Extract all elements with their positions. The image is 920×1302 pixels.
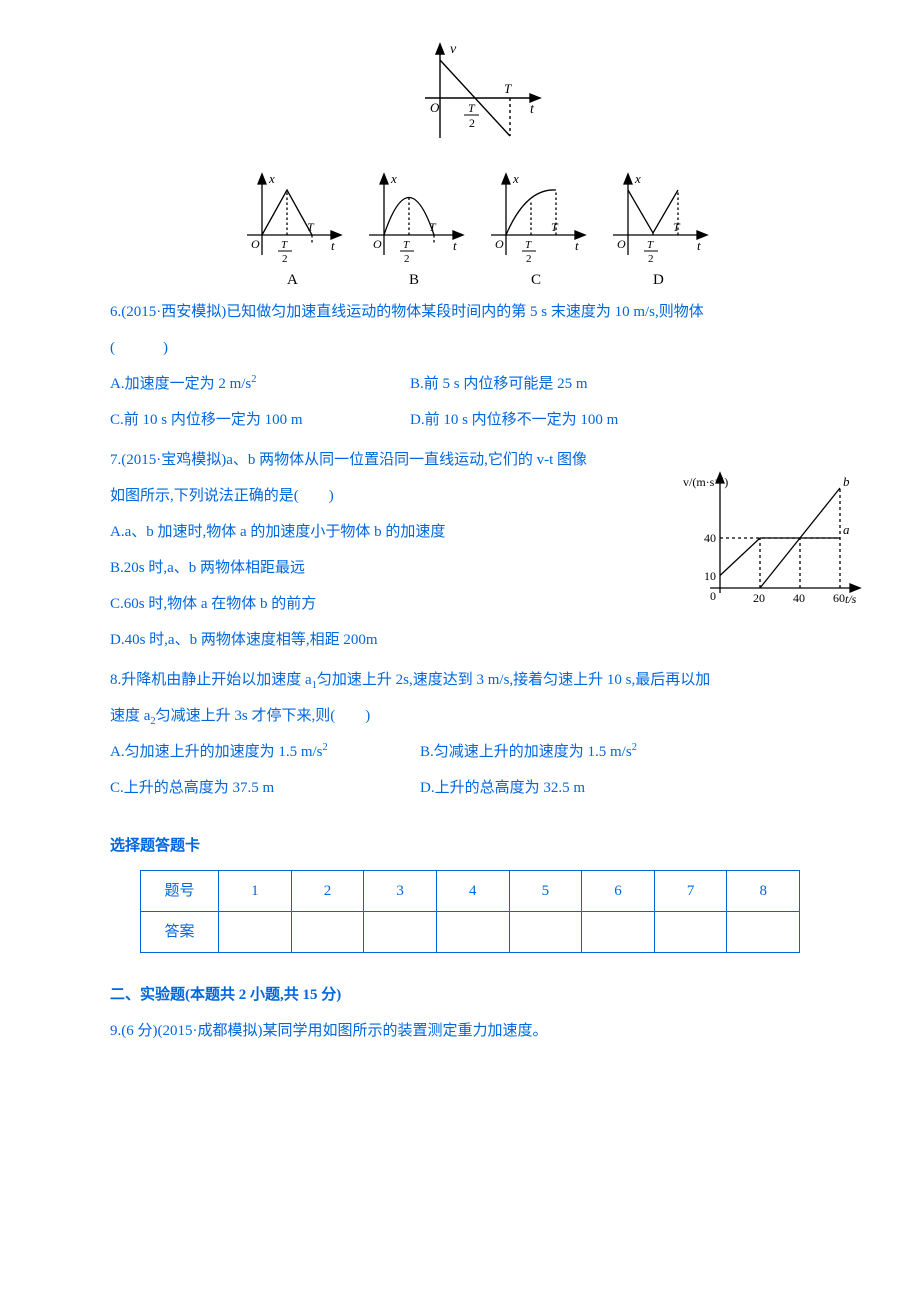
svg-text:t: t: [697, 238, 701, 253]
svg-text:10: 10: [704, 569, 716, 583]
q8-opt-b: B.匀减速上升的加速度为 1.5 m/s2: [420, 734, 667, 770]
col-5: 5: [509, 871, 582, 912]
svg-text:T: T: [307, 220, 315, 234]
svg-text:2: 2: [526, 253, 532, 265]
q8-prompt-line2: 速度 a2匀减速上升 3s 才停下来,则( ): [110, 698, 840, 734]
option-label-b: B: [409, 272, 419, 288]
q8-opt-c: C.上升的总高度为 37.5 m: [110, 770, 420, 806]
svg-text:b: b: [843, 474, 850, 489]
svg-text:t: t: [453, 238, 457, 253]
row2-head: 答案: [141, 912, 219, 953]
q6-prompt: 6.(2015·西安模拟)已知做匀加速直线运动的物体某段时间内的第 5 s 末速…: [110, 294, 840, 330]
svg-text:v: v: [450, 42, 457, 57]
row1-head: 题号: [141, 871, 219, 912]
question-7: 7.(2015·宝鸡模拟)a、b 两物体从同一位置沿同一直线运动,它们的 v-t…: [110, 442, 840, 658]
col-3: 3: [364, 871, 437, 912]
question-6: 6.(2015·西安模拟)已知做匀加速直线运动的物体某段时间内的第 5 s 末速…: [110, 294, 840, 438]
q8-opt-a: A.匀加速上升的加速度为 1.5 m/s2: [110, 734, 420, 770]
col-4: 4: [436, 871, 509, 912]
svg-text:x: x: [512, 171, 519, 186]
question-8: 8.升降机由静止开始以加速度 a1匀加速上升 2s,速度达到 3 m/s,接着匀…: [110, 662, 840, 806]
answer-card-title: 选择题答题卡: [110, 828, 840, 864]
q6-blank: ( ): [110, 330, 840, 366]
svg-text:2: 2: [648, 253, 654, 265]
option-diagram-a: x t O T T 2 A: [237, 170, 347, 290]
col-7: 7: [654, 871, 727, 912]
svg-text:T: T: [673, 220, 681, 234]
svg-text:T: T: [525, 239, 532, 251]
q6-opt-a: A.加速度一定为 2 m/s2: [110, 366, 410, 402]
vt-graph-svg: v t O T T 2: [400, 38, 550, 158]
answer-card-table: 题号 1 2 3 4 5 6 7 8 答案: [140, 870, 800, 953]
q8-prompt-line1: 8.升降机由静止开始以加速度 a1匀加速上升 2s,速度达到 3 m/s,接着匀…: [110, 662, 840, 698]
svg-text:20: 20: [753, 591, 765, 605]
svg-text:O: O: [430, 100, 440, 115]
svg-text:O: O: [617, 237, 626, 251]
vt-main-diagram: v t O T T 2: [110, 38, 840, 158]
option-diagram-d: x t O T T 2 D: [603, 170, 713, 290]
q7-xlabel: t/s: [845, 592, 857, 606]
table-row: 题号 1 2 3 4 5 6 7 8: [141, 871, 800, 912]
svg-text:2: 2: [404, 253, 410, 265]
option-diagram-c: x t O T T 2 C: [481, 170, 591, 290]
svg-text:60: 60: [833, 591, 845, 605]
svg-text:2: 2: [282, 253, 288, 265]
svg-text:T: T: [429, 220, 437, 234]
svg-text:a: a: [843, 522, 850, 537]
option-diagrams-row: x t O T T 2 A x t O T T 2 B: [110, 170, 840, 290]
svg-text:O: O: [495, 237, 504, 251]
q7-ylabel: v/(m·s⁻¹): [683, 475, 728, 489]
col-6: 6: [582, 871, 655, 912]
table-row: 答案: [141, 912, 800, 953]
col-2: 2: [291, 871, 364, 912]
q8-opt-d: D.上升的总高度为 32.5 m: [420, 770, 615, 806]
q7-vt-graph: v/(m·s⁻¹) t/s 0 40 10 20 40 60 a b: [680, 468, 870, 632]
option-label-d: D: [653, 272, 664, 288]
q6-opt-c: C.前 10 s 内位移一定为 100 m: [110, 402, 410, 438]
svg-text:0: 0: [710, 589, 716, 603]
col-8: 8: [727, 871, 800, 912]
svg-text:O: O: [373, 237, 382, 251]
svg-text:T: T: [468, 101, 476, 115]
svg-text:t: t: [530, 102, 535, 117]
svg-text:T: T: [504, 81, 512, 96]
svg-text:T: T: [647, 239, 654, 251]
col-1: 1: [219, 871, 292, 912]
svg-text:T: T: [551, 220, 559, 234]
svg-text:t: t: [331, 238, 335, 253]
q6-opt-d: D.前 10 s 内位移不一定为 100 m: [410, 402, 648, 438]
svg-text:T: T: [403, 239, 410, 251]
svg-text:x: x: [634, 171, 641, 186]
svg-text:t: t: [575, 238, 579, 253]
svg-text:x: x: [268, 171, 275, 186]
svg-text:O: O: [251, 237, 260, 251]
svg-text:40: 40: [704, 531, 716, 545]
svg-text:T: T: [281, 239, 288, 251]
q6-opt-b: B.前 5 s 内位移可能是 25 m: [410, 366, 618, 402]
q9-prompt: 9.(6 分)(2015·成都模拟)某同学用如图所示的装置测定重力加速度。: [110, 1013, 840, 1049]
svg-text:40: 40: [793, 591, 805, 605]
svg-text:2: 2: [469, 116, 475, 130]
section2-title: 二、实验题(本题共 2 小题,共 15 分): [110, 977, 840, 1013]
svg-text:x: x: [390, 171, 397, 186]
option-label-c: C: [531, 272, 541, 288]
option-label-a: A: [287, 272, 298, 288]
option-diagram-b: x t O T T 2 B: [359, 170, 469, 290]
